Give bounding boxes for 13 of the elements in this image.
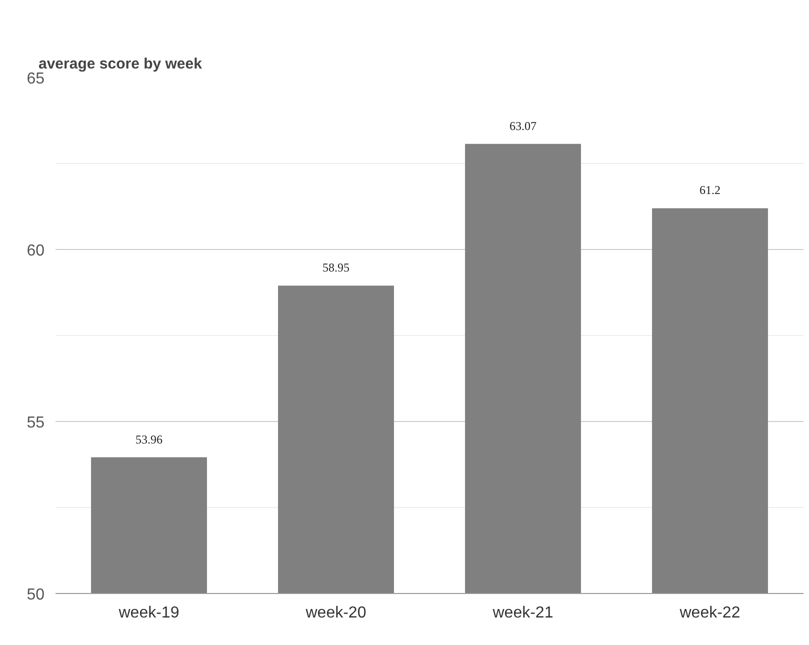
data-label: 53.96 (136, 432, 162, 446)
x-tick-label: week-19 (118, 604, 180, 622)
data-label: 63.07 (510, 118, 536, 133)
x-tick-label: week-20 (304, 604, 366, 622)
x-tick-label: week-22 (678, 604, 740, 622)
data-label: 61.2 (700, 183, 720, 198)
data-label: 58.95 (322, 260, 350, 275)
x-tick-label: week-21 (492, 604, 554, 622)
chart-title: average score by week (38, 56, 203, 72)
y-tick-label: 65 (26, 70, 45, 88)
y-tick-label: 50 (26, 586, 45, 604)
y-tick-label: 55 (26, 414, 45, 432)
y-tick-label: 60 (26, 242, 45, 260)
